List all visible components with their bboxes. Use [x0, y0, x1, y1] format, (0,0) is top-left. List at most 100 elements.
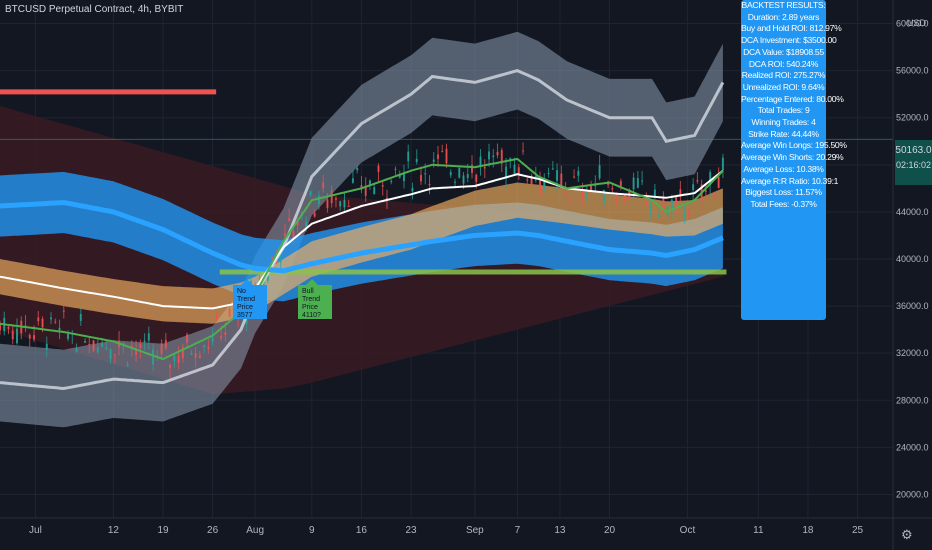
candle-body [364, 185, 367, 196]
candle-body [343, 199, 346, 208]
candle-body [428, 183, 431, 185]
candle-body [585, 190, 588, 194]
backtest-line: BACKTEST RESULTS: [741, 0, 826, 10]
candle-body [471, 164, 474, 173]
candle-body [147, 333, 150, 341]
candle-body [58, 327, 61, 331]
candle-body [41, 318, 44, 328]
candle-body [67, 334, 70, 339]
y-tick-label: 52000.0 [896, 113, 929, 123]
candle-body [245, 319, 248, 324]
candle-body [126, 364, 129, 367]
candle-body [415, 158, 418, 163]
green-line [0, 157, 724, 361]
candle-body [271, 257, 274, 261]
candle-body [704, 190, 707, 192]
gear-icon[interactable]: ⚙ [901, 527, 913, 542]
candle-body [105, 347, 108, 349]
y-tick-label: 40000.0 [896, 254, 929, 264]
candle-body [28, 335, 31, 339]
candle-body [190, 353, 193, 355]
y-tick-label: 20000.0 [896, 489, 929, 499]
candle-body [611, 188, 614, 190]
candle-body [581, 190, 584, 200]
candle-body [373, 187, 376, 195]
y-tick-label: 36000.0 [896, 301, 929, 311]
backtest-line: Average Win Longs: 195.50% [741, 140, 847, 151]
candle-body [326, 199, 329, 209]
x-tick-label: 13 [554, 525, 566, 536]
candle-body [568, 200, 571, 202]
candle-body [309, 191, 312, 196]
candle-body [279, 260, 282, 263]
candle-body [334, 198, 337, 200]
candle-body [351, 178, 354, 183]
candle-body [207, 346, 210, 349]
candle-body [37, 317, 40, 322]
candle-body [717, 176, 720, 188]
candle-body [436, 154, 439, 159]
candle-body [266, 275, 269, 281]
candle-body [177, 355, 180, 364]
candle-body [45, 343, 48, 350]
candle-body [283, 233, 286, 237]
candle-body [288, 218, 291, 222]
backtest-results-panel: BACKTEST RESULTS: Duration: 2.89 years B… [741, 0, 847, 320]
candle-body [577, 170, 580, 176]
candle-body [658, 214, 661, 218]
x-tick-label: Sep [466, 525, 484, 536]
candle-body [211, 337, 214, 342]
y-tick-label: 32000.0 [896, 348, 929, 358]
candle-body [381, 185, 384, 187]
backtest-line: Total Fees: -0.37% [750, 198, 817, 209]
candle-body [692, 184, 695, 190]
candle-body [368, 180, 371, 186]
candle-body [143, 340, 146, 343]
candle-body [50, 317, 53, 320]
candle-body [530, 176, 533, 186]
current-price-badge: 50163.0 02:16:02 [895, 140, 932, 185]
x-tick-label: 12 [108, 525, 120, 536]
candle-body [590, 185, 593, 192]
candle-body [339, 201, 342, 207]
x-tick-label: 9 [309, 525, 315, 536]
candle-body [194, 353, 197, 358]
candle-body [713, 197, 716, 199]
candle-body [721, 157, 724, 171]
candle-body [62, 310, 65, 312]
candle-body [709, 172, 712, 185]
candle-body [547, 173, 550, 175]
no-trend-price: Price 3577 [237, 304, 253, 319]
candle-body [619, 181, 622, 187]
candle-body [292, 230, 295, 240]
candle-body [462, 175, 465, 184]
backtest-line: Strike Rate: 44.44% [748, 128, 819, 139]
candle-body [517, 167, 520, 176]
candle-body [424, 173, 427, 175]
x-tick-label: 23 [406, 525, 418, 536]
x-tick-label: Jul [29, 525, 42, 536]
candle-body [475, 174, 478, 182]
x-tick-label: 20 [604, 525, 616, 536]
candle-body [164, 340, 167, 349]
backtest-line: DCA ROI: 540.24% [748, 58, 819, 69]
candle-body [615, 194, 618, 200]
chart-title: BTCUSD Perpetual Contract, 4h, BYBIT [5, 4, 184, 15]
candle-body [551, 168, 554, 170]
candle-body [602, 189, 605, 203]
candle-body [539, 180, 542, 195]
blue-line [0, 199, 724, 274]
candle-body [441, 151, 444, 153]
bull-trend-signal: Bull Trend Price 4110? [298, 279, 332, 319]
candle-body [152, 349, 155, 365]
candle-body [496, 151, 499, 156]
candle-body [679, 189, 682, 197]
candle-body [390, 180, 393, 182]
upper-gray-line [0, 69, 725, 391]
x-tick-label: 19 [157, 525, 169, 536]
candle-body [466, 174, 469, 178]
candle-body [653, 189, 656, 197]
candle-body [224, 332, 227, 336]
